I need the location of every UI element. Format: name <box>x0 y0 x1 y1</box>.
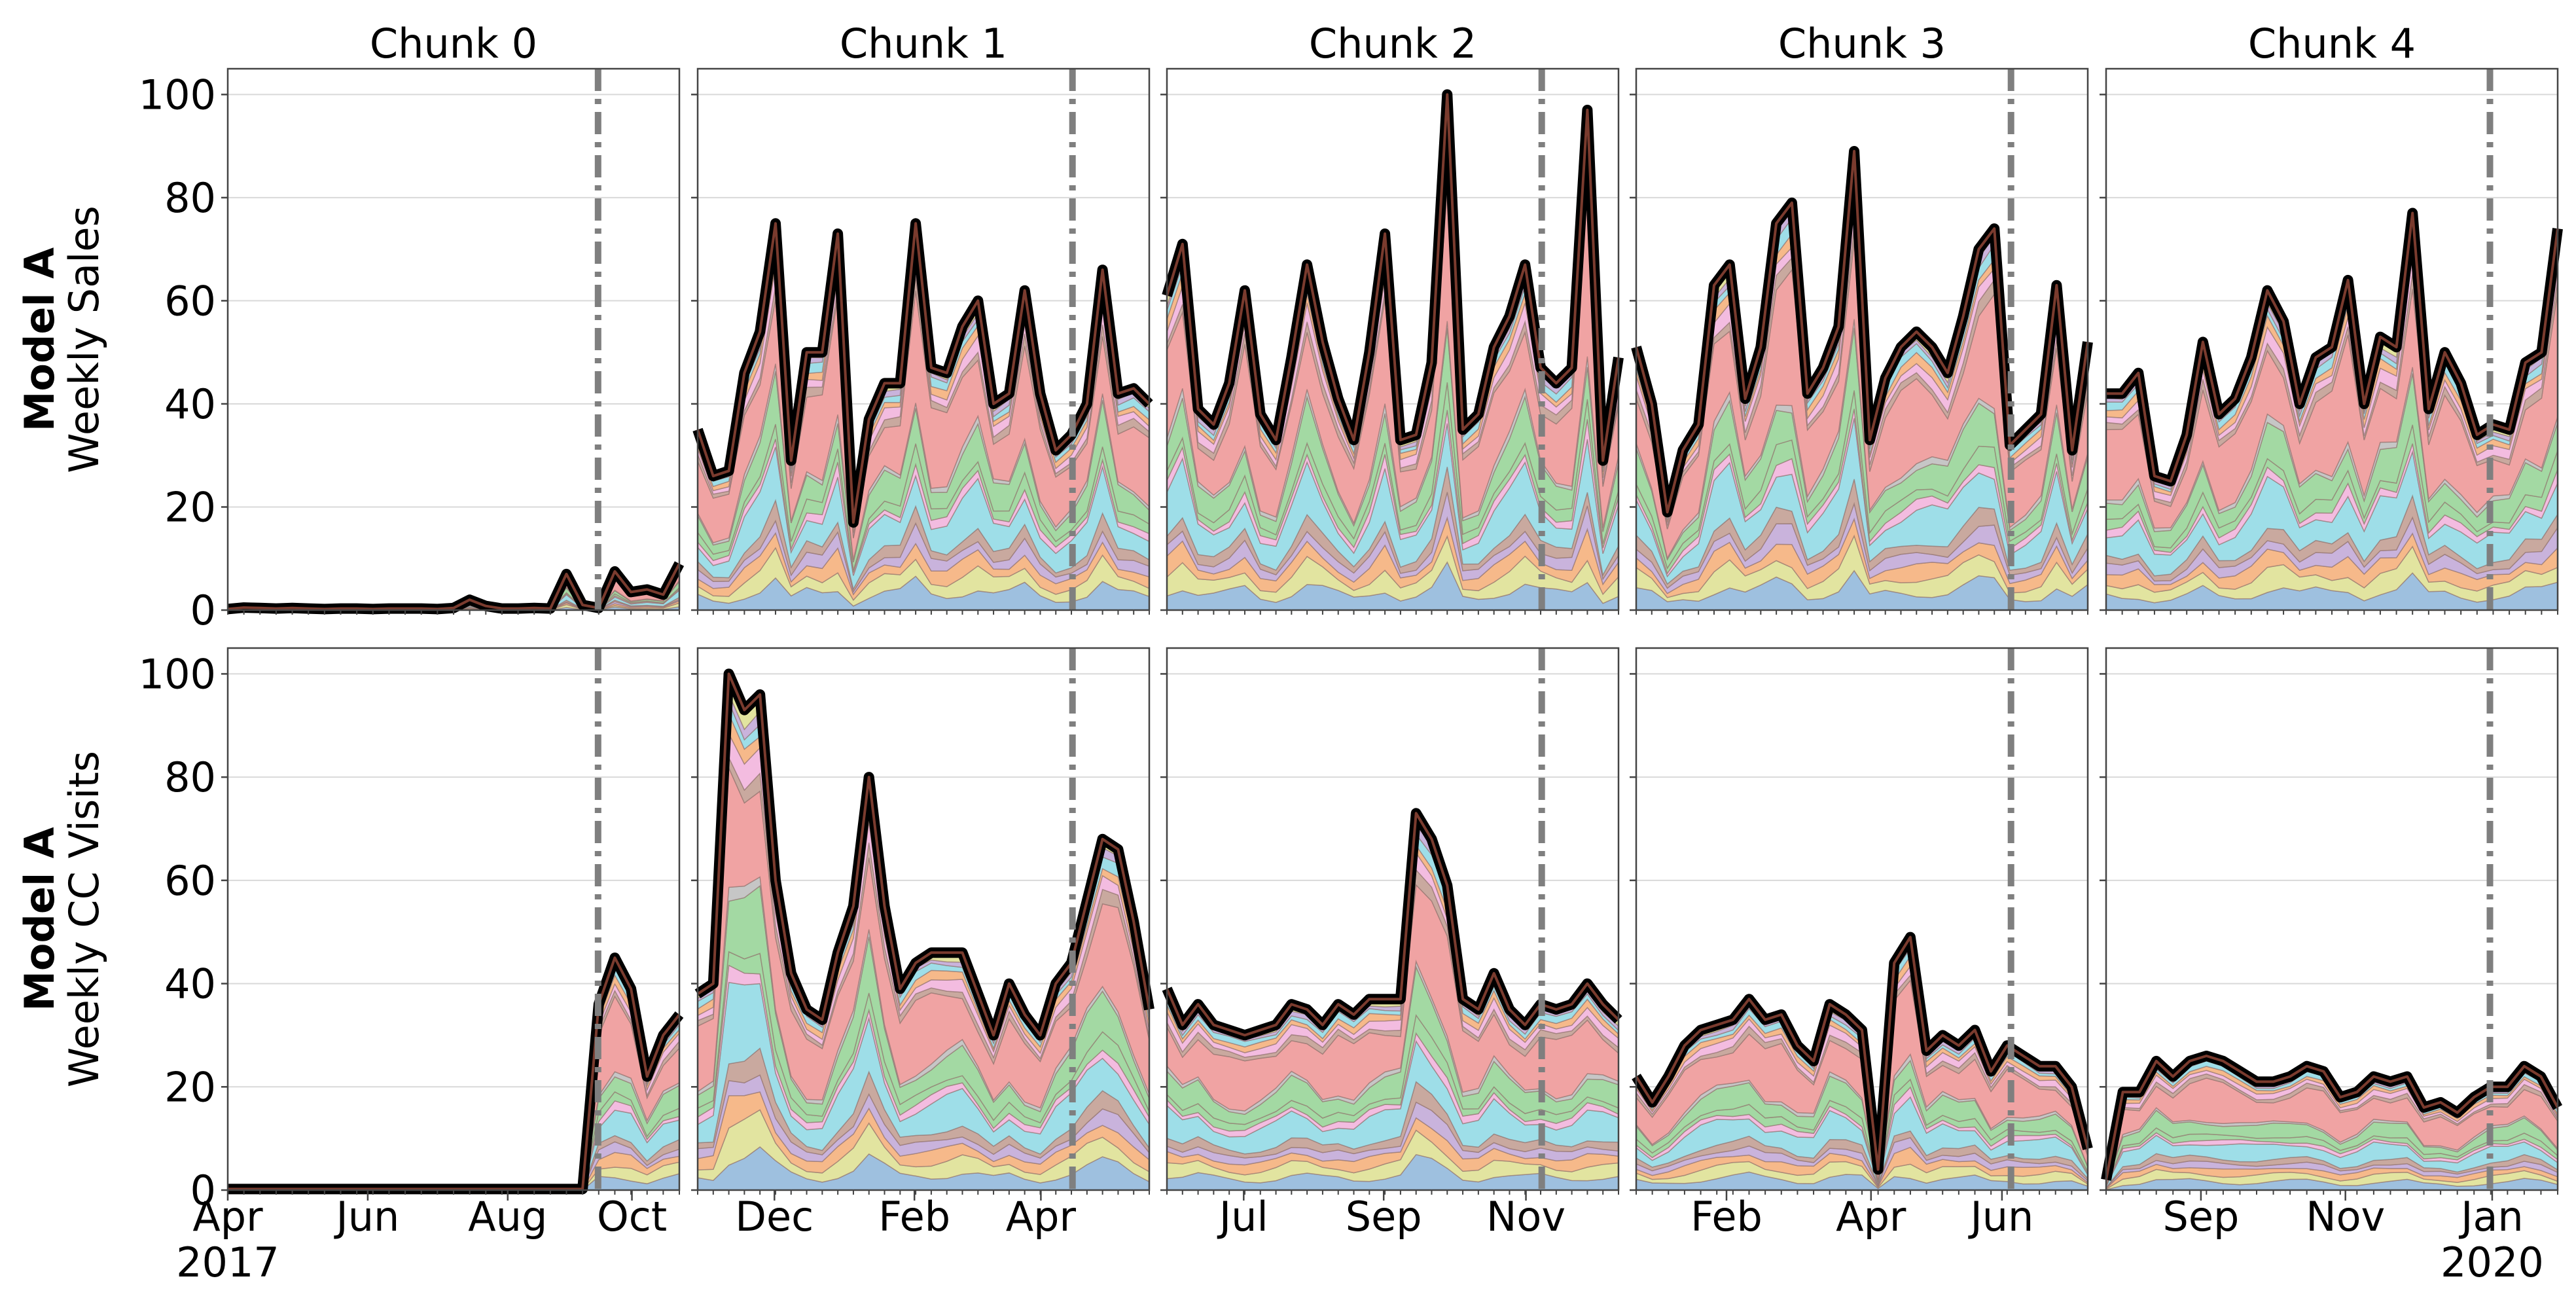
year-label: 2020 <box>2441 1239 2544 1286</box>
xtick-label: Oct <box>597 1193 667 1241</box>
year-label: 2017 <box>176 1239 279 1286</box>
panel-r1-c1 <box>691 67 1153 615</box>
chunk-title: Chunk 4 <box>2248 20 2416 67</box>
total-line-core <box>1166 93 1620 462</box>
chunk-title: Chunk 0 <box>370 20 537 67</box>
xtick-label: Aug <box>468 1193 547 1241</box>
panel-r1-c4 <box>2100 67 2563 615</box>
total-line-core <box>228 956 681 1191</box>
panel-frame <box>696 67 1151 611</box>
ytick-label: 40 <box>164 960 216 1008</box>
total-line-core <box>227 563 681 611</box>
panel-r2-c0 <box>221 647 684 1201</box>
ytick-label: 60 <box>164 857 216 905</box>
xtick-label: Nov <box>2306 1193 2385 1241</box>
row-model-label: Model A <box>16 247 63 432</box>
panel-frame <box>1166 67 1620 611</box>
xtick-label: Jul <box>1217 1193 1268 1241</box>
panel-r1-c2 <box>1160 67 1624 615</box>
panel-r2-c3 <box>1630 647 2093 1201</box>
xtick-label: Nov <box>1486 1193 1565 1241</box>
panel-frame <box>1635 67 2089 611</box>
xtick-label: Apr <box>1836 1193 1906 1241</box>
xtick-label: Feb <box>878 1193 950 1241</box>
ytick-label: 20 <box>164 1063 216 1111</box>
panel-r2-c1 <box>691 647 1154 1201</box>
chunk-title: Chunk 2 <box>1309 20 1476 67</box>
ytick-label: 60 <box>164 277 216 325</box>
xtick-label: Apr <box>1006 1193 1077 1241</box>
panel-frame <box>2105 647 2559 1191</box>
panel-frame <box>1166 647 1620 1191</box>
total-line-core <box>1635 150 2089 514</box>
xtick-label: Dec <box>735 1193 814 1241</box>
panel-r1-c3 <box>1630 67 2093 615</box>
ytick-label: 40 <box>164 380 216 428</box>
xtick-label: Jun <box>1967 1193 2033 1241</box>
panel-frame <box>696 647 1151 1191</box>
xtick-label: Sep <box>2162 1193 2239 1241</box>
ytick-label: 100 <box>139 71 216 118</box>
xtick-label: Apr <box>192 1193 263 1241</box>
chunk-title: Chunk 1 <box>840 20 1007 67</box>
ytick-label: 20 <box>164 483 216 531</box>
chunk-title: Chunk 3 <box>1778 20 1946 67</box>
panel-r2-c4 <box>2100 647 2563 1201</box>
row-model-label: Model A <box>16 827 63 1011</box>
xtick-label: Jan <box>2458 1193 2524 1241</box>
ytick-label: 0 <box>190 1167 216 1214</box>
ytick-label: 0 <box>190 587 216 634</box>
ytick-label: 80 <box>164 174 216 222</box>
panel-r2-c2 <box>1160 647 1622 1201</box>
xtick-label: Jun <box>333 1193 399 1241</box>
ytick-label: 100 <box>139 650 216 698</box>
panel-background <box>228 69 679 610</box>
row-metric-label: Weekly CC Visits <box>60 751 108 1087</box>
ytick-label: 80 <box>164 753 216 801</box>
panel-r1-c0 <box>221 67 685 615</box>
row-metric-label: Weekly Sales <box>60 206 108 473</box>
total-line-core <box>2105 1055 2559 1180</box>
total-line-core <box>2106 211 2559 483</box>
xtick-label: Feb <box>1690 1193 1762 1241</box>
xtick-label: Sep <box>1346 1193 1422 1241</box>
